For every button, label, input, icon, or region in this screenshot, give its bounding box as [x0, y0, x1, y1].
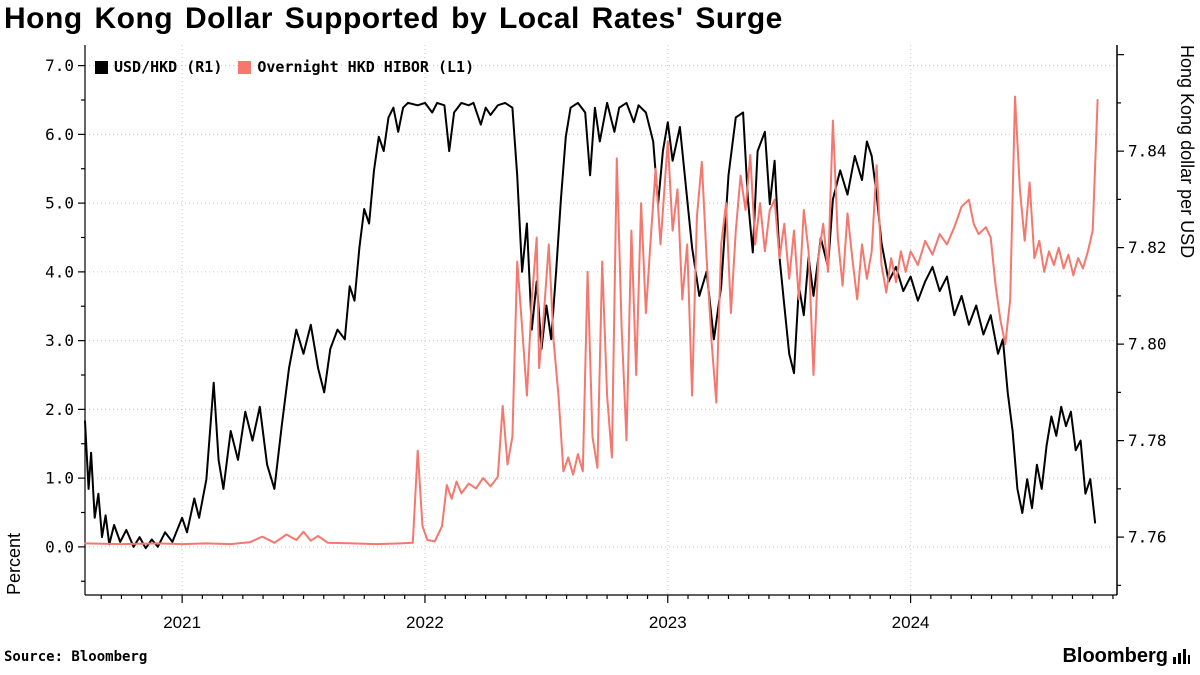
- svg-text:0.0: 0.0: [45, 537, 74, 556]
- chart-legend: USD/HKD (R1) Overnight HKD HIBOR (L1): [95, 58, 474, 76]
- svg-text:2.0: 2.0: [45, 400, 74, 419]
- bloomberg-wordmark-text: Bloomberg: [1062, 645, 1168, 667]
- svg-text:7.80: 7.80: [1128, 335, 1167, 354]
- chart-title: Hong Kong Dollar Supported by Local Rate…: [4, 2, 783, 35]
- svg-text:5.0: 5.0: [45, 194, 74, 213]
- source-note: Source: Bloomberg: [4, 649, 148, 665]
- svg-text:4.0: 4.0: [45, 262, 74, 281]
- svg-text:3.0: 3.0: [45, 331, 74, 350]
- bloomberg-wordmark: Bloomberg: [1062, 645, 1190, 668]
- svg-text:1.0: 1.0: [45, 469, 74, 488]
- right-axis-title: Hong Kong dollar per USD: [1177, 45, 1197, 259]
- legend-label-hibor: Overnight HKD HIBOR (L1): [257, 58, 475, 76]
- svg-text:6.0: 6.0: [45, 125, 74, 144]
- svg-text:7.78: 7.78: [1128, 431, 1167, 450]
- bloomberg-chart-icon: [1173, 649, 1190, 664]
- svg-text:2022: 2022: [406, 613, 444, 632]
- legend-swatch-hibor-icon: [238, 60, 252, 74]
- svg-text:7.76: 7.76: [1128, 528, 1167, 547]
- svg-text:7.82: 7.82: [1128, 238, 1167, 257]
- svg-text:2021: 2021: [163, 613, 201, 632]
- legend-item-hibor: Overnight HKD HIBOR (L1): [238, 58, 474, 76]
- svg-text:2023: 2023: [649, 613, 687, 632]
- svg-text:7.0: 7.0: [45, 56, 74, 75]
- legend-item-usdhkd: USD/HKD (R1): [95, 58, 222, 76]
- legend-label-usdhkd: USD/HKD (R1): [114, 58, 223, 76]
- svg-text:2024: 2024: [892, 613, 930, 632]
- svg-text:7.84: 7.84: [1128, 142, 1167, 161]
- legend-swatch-usdhkd-icon: [95, 60, 108, 74]
